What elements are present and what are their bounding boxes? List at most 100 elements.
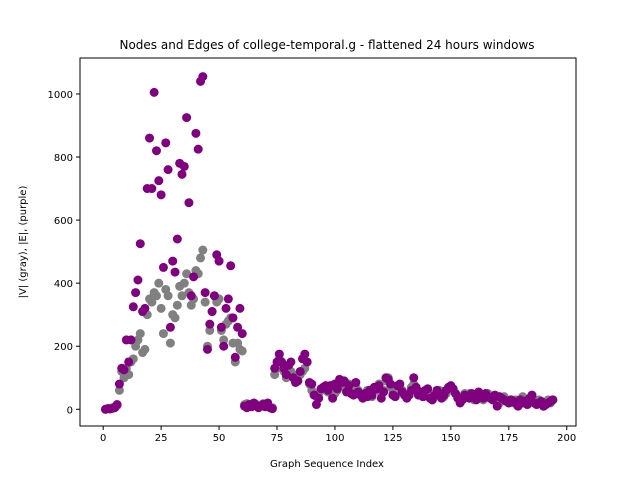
y-tick-label: 1000 bbox=[48, 90, 73, 101]
point bbox=[119, 365, 129, 375]
point bbox=[133, 275, 143, 285]
point bbox=[191, 128, 201, 138]
point bbox=[112, 400, 122, 410]
point bbox=[492, 401, 502, 411]
point bbox=[114, 379, 124, 389]
point bbox=[281, 370, 291, 380]
point bbox=[163, 291, 173, 301]
x-tick-label: 25 bbox=[155, 433, 168, 444]
point bbox=[182, 269, 192, 279]
point bbox=[202, 344, 212, 354]
x-axis-label: Graph Sequence Index bbox=[270, 459, 384, 470]
point bbox=[237, 329, 247, 339]
point bbox=[200, 288, 210, 298]
x-tick-label: 125 bbox=[383, 433, 402, 444]
point bbox=[154, 176, 164, 186]
point bbox=[205, 325, 215, 335]
point bbox=[147, 297, 157, 307]
point bbox=[177, 291, 187, 301]
x-tick-label: 75 bbox=[271, 433, 284, 444]
point bbox=[140, 303, 150, 313]
point bbox=[395, 379, 405, 389]
point bbox=[145, 133, 155, 143]
point bbox=[184, 198, 194, 208]
point bbox=[209, 291, 219, 301]
point bbox=[196, 253, 206, 263]
point bbox=[131, 288, 141, 298]
point bbox=[409, 373, 419, 383]
point bbox=[205, 319, 215, 329]
point bbox=[177, 169, 187, 179]
point bbox=[198, 72, 208, 82]
point bbox=[307, 379, 317, 389]
point bbox=[302, 357, 312, 367]
point bbox=[114, 385, 124, 395]
point bbox=[527, 390, 537, 400]
point bbox=[158, 329, 168, 339]
point bbox=[230, 352, 240, 362]
point bbox=[140, 344, 150, 354]
point bbox=[156, 303, 166, 313]
point bbox=[147, 184, 157, 194]
point bbox=[267, 404, 277, 414]
point bbox=[351, 377, 361, 387]
point bbox=[193, 144, 203, 154]
point bbox=[156, 190, 166, 200]
point bbox=[223, 294, 233, 304]
point bbox=[165, 322, 175, 332]
point bbox=[151, 146, 161, 156]
point bbox=[172, 300, 182, 310]
point bbox=[216, 322, 226, 332]
point bbox=[300, 349, 310, 359]
point bbox=[186, 291, 196, 301]
point bbox=[163, 165, 173, 175]
x-tick-label: 175 bbox=[499, 433, 518, 444]
point bbox=[182, 113, 192, 123]
x-tick-label: 100 bbox=[325, 433, 344, 444]
point bbox=[126, 335, 136, 345]
point bbox=[207, 307, 217, 317]
point bbox=[219, 341, 229, 351]
point bbox=[226, 261, 236, 271]
x-tick-label: 150 bbox=[441, 433, 460, 444]
point bbox=[189, 272, 199, 282]
point bbox=[274, 349, 284, 359]
point bbox=[179, 278, 189, 288]
point bbox=[423, 384, 433, 394]
point bbox=[233, 322, 243, 332]
point bbox=[221, 303, 231, 313]
point bbox=[165, 338, 175, 348]
y-axis-label: |V| (gray), |E|, (purple) bbox=[18, 186, 29, 299]
point bbox=[228, 313, 238, 323]
point bbox=[286, 357, 296, 367]
point bbox=[367, 390, 377, 400]
point bbox=[235, 303, 245, 313]
point bbox=[154, 278, 164, 288]
point bbox=[386, 379, 396, 389]
chart-title: Nodes and Edges of college-temporal.g - … bbox=[119, 38, 534, 52]
point bbox=[172, 234, 182, 244]
y-tick-label: 400 bbox=[54, 279, 73, 290]
point bbox=[214, 256, 224, 266]
point bbox=[293, 376, 303, 386]
point bbox=[168, 256, 178, 266]
point bbox=[198, 245, 208, 255]
point bbox=[170, 313, 180, 323]
y-tick-label: 800 bbox=[54, 153, 73, 164]
point bbox=[390, 392, 400, 402]
point bbox=[135, 329, 145, 339]
point bbox=[128, 302, 138, 312]
point bbox=[328, 393, 338, 403]
point bbox=[295, 366, 305, 376]
plot-frame bbox=[79, 57, 577, 427]
point bbox=[237, 346, 247, 356]
point bbox=[170, 267, 180, 277]
point bbox=[314, 393, 324, 403]
y-tick-label: 600 bbox=[54, 216, 73, 227]
point bbox=[135, 239, 145, 249]
point bbox=[124, 357, 134, 367]
point bbox=[158, 262, 168, 272]
point bbox=[179, 161, 189, 171]
point bbox=[151, 291, 161, 301]
